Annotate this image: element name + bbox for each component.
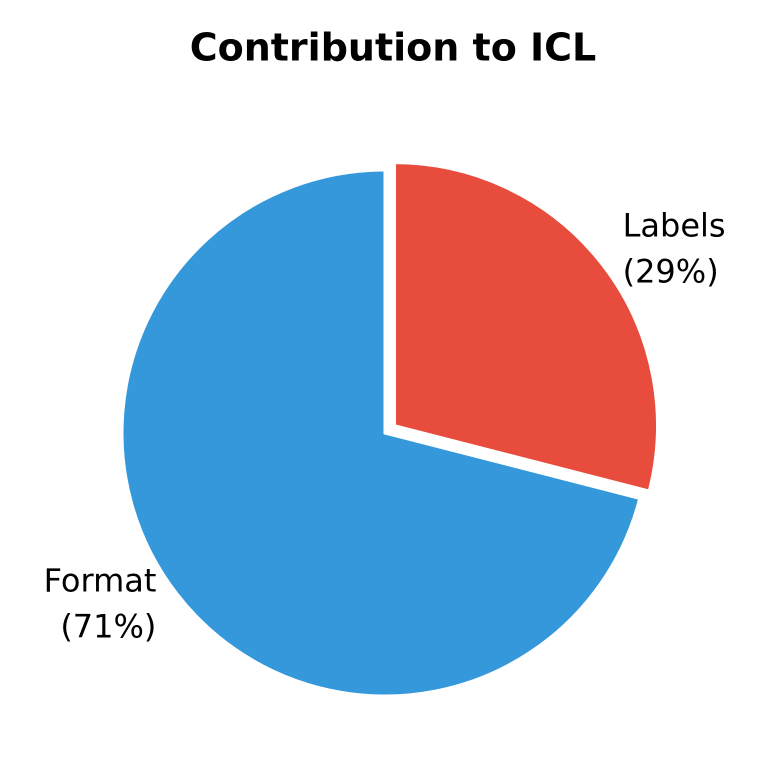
chart-title: Contribution to ICL bbox=[190, 26, 597, 70]
slice-value-label: (29%) bbox=[623, 253, 719, 291]
pie-slice bbox=[392, 161, 659, 493]
slice-value-label: (71%) bbox=[60, 607, 156, 645]
pie-slice bbox=[120, 168, 642, 698]
slice-label: Labels bbox=[623, 207, 726, 245]
slice-label: Format bbox=[44, 561, 157, 599]
